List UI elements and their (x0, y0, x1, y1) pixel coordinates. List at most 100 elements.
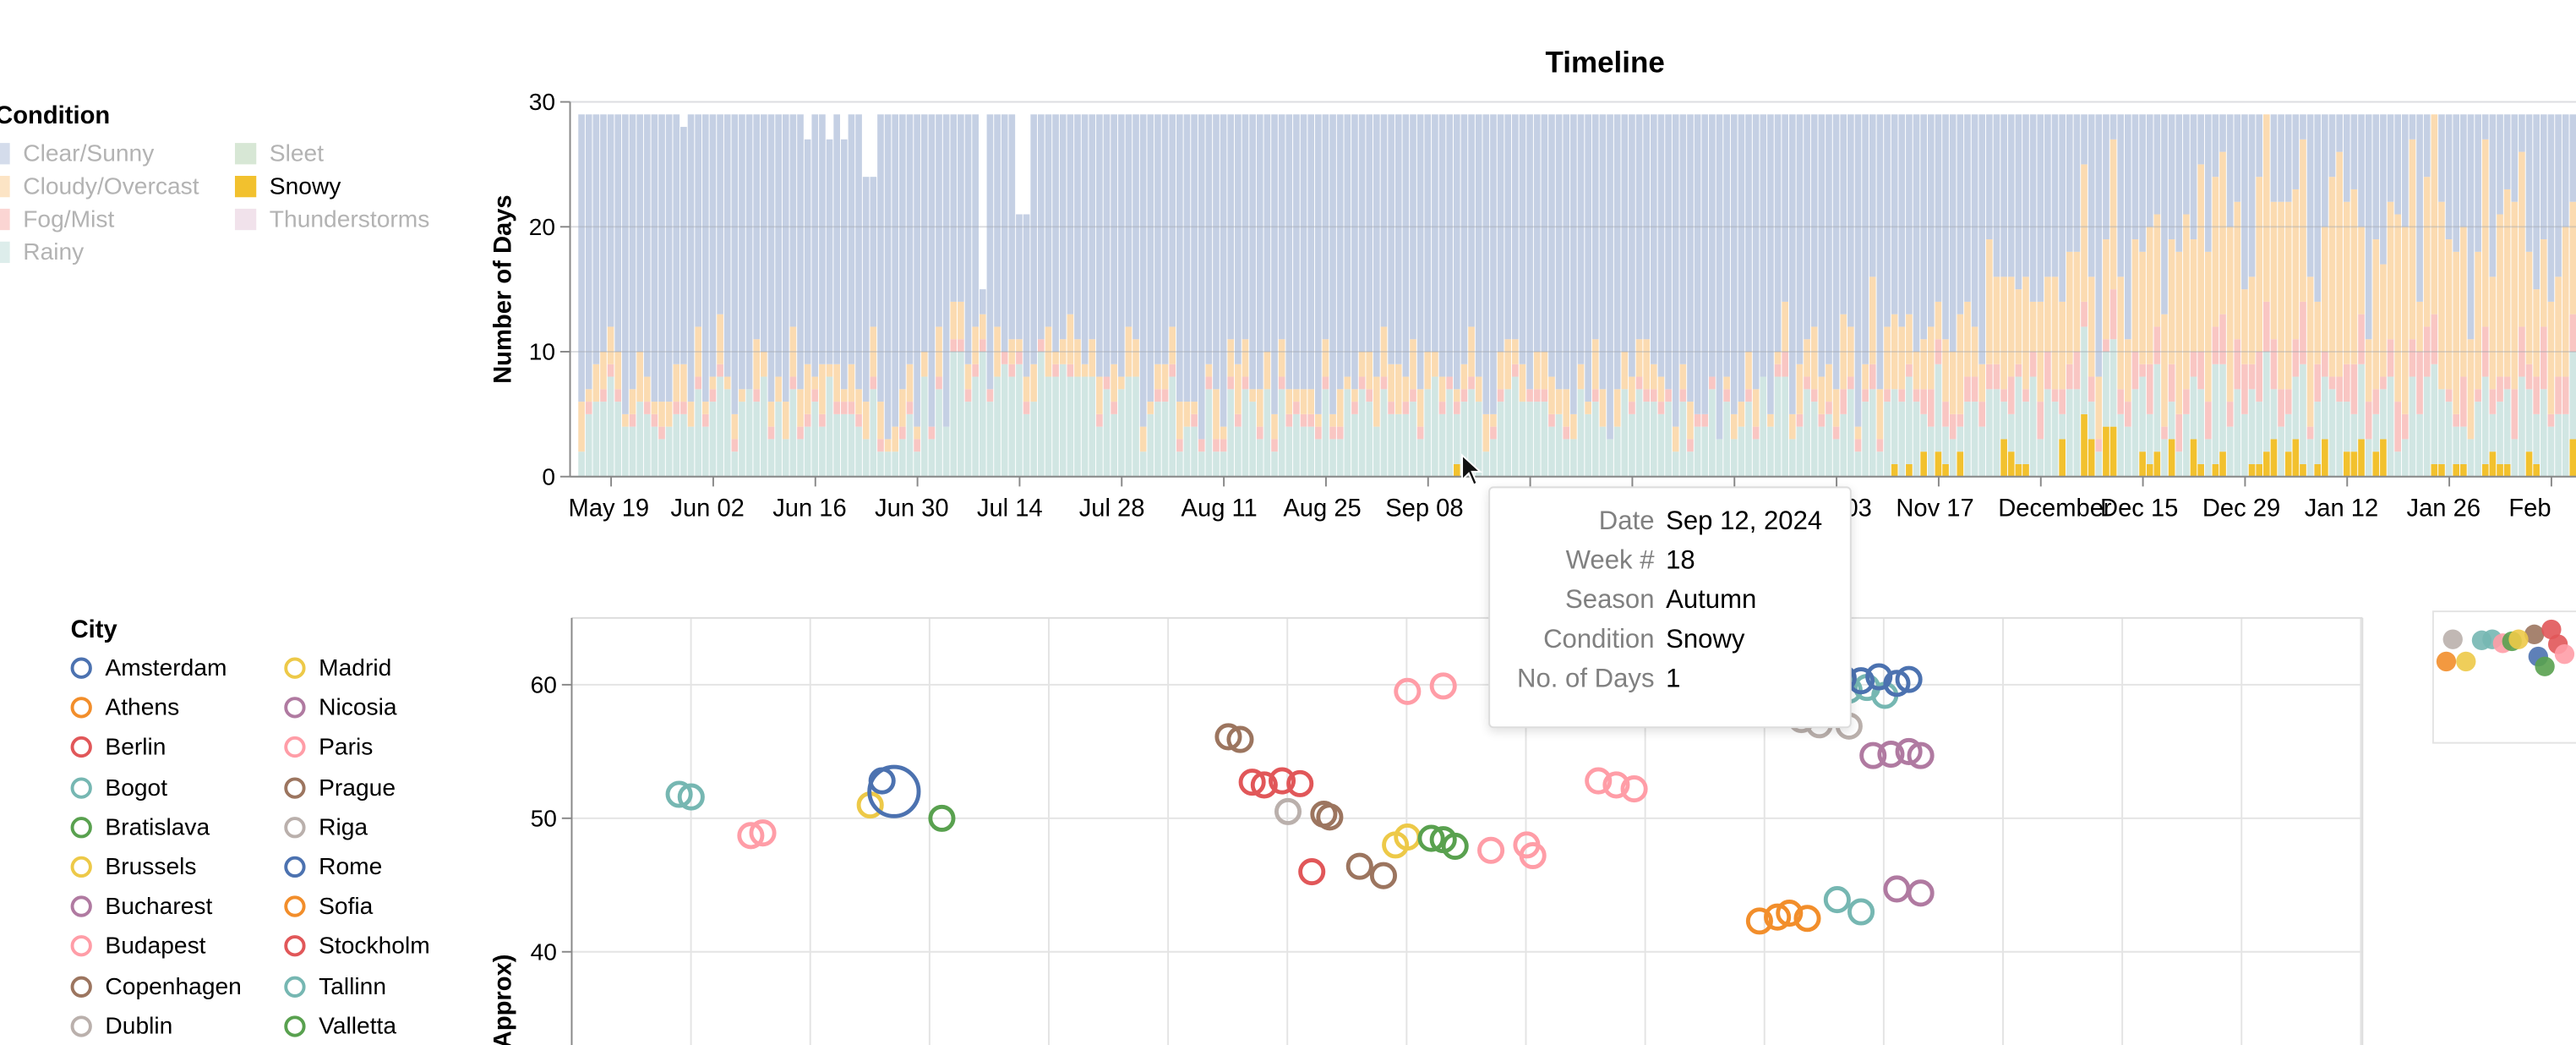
timeline-bar-clear[interactable] (877, 114, 884, 402)
timeline-bar-rainy[interactable] (1971, 402, 1978, 477)
timeline-bar-clear[interactable] (2423, 114, 2431, 178)
timeline-bar-rainy[interactable] (1329, 439, 1336, 477)
timeline-bar-fog[interactable] (2226, 402, 2234, 427)
timeline-bar-cloudy[interactable] (1373, 376, 1380, 427)
timeline-bar-clear[interactable] (914, 114, 920, 427)
timeline-bar-cloudy[interactable] (1388, 364, 1394, 402)
timeline-bar-clear[interactable] (1927, 114, 1935, 327)
timeline-bar-cloudy[interactable] (862, 402, 870, 440)
timeline-bar-rainy[interactable] (928, 439, 936, 477)
timeline-bar-rainy[interactable] (1227, 389, 1235, 477)
timeline-bar-cloudy[interactable] (1672, 426, 1679, 452)
timeline-bar-cloudy[interactable] (629, 389, 636, 414)
timeline-bar-rainy[interactable] (1679, 402, 1687, 477)
timeline-bar-fog[interactable] (1220, 439, 1227, 452)
timeline-bar-rainy[interactable] (701, 426, 709, 477)
timeline-bar-clear[interactable] (1577, 114, 1585, 364)
scatter-point[interactable] (1268, 767, 1296, 795)
timeline-bar-clear[interactable] (1016, 214, 1023, 340)
timeline-bar-clear[interactable] (2284, 114, 2292, 202)
timeline-bar-clear[interactable] (731, 114, 739, 414)
timeline-bar-clear[interactable] (1198, 114, 1205, 440)
timeline-bar-rainy[interactable] (1394, 413, 1402, 477)
timeline-bar-rainy[interactable] (2051, 402, 2059, 477)
timeline-bar-rainy[interactable] (614, 402, 622, 477)
timeline-bar-fog[interactable] (1679, 389, 1687, 402)
timeline-bar-fog[interactable] (906, 402, 914, 414)
timeline-bar-fog[interactable] (2015, 364, 2022, 377)
scatter-point[interactable] (1585, 767, 1613, 795)
timeline-bar-fog[interactable] (1358, 376, 1366, 390)
timeline-bar-clear[interactable] (2387, 114, 2394, 202)
timeline-bar-clear[interactable] (775, 114, 782, 377)
timeline-bar-fog[interactable] (2168, 364, 2175, 402)
timeline-bar-rainy[interactable] (2453, 426, 2460, 464)
timeline-bar-cloudy[interactable] (2453, 251, 2460, 414)
timeline-bar-clear[interactable] (1716, 114, 1723, 440)
timeline-bar-clear[interactable] (2292, 114, 2300, 189)
timeline-bar-fog[interactable] (914, 439, 920, 452)
timeline-bar-fog[interactable] (2431, 314, 2438, 364)
timeline-bar-rainy[interactable] (2416, 413, 2423, 477)
timeline-bar-fog[interactable] (2409, 339, 2416, 377)
timeline-bar-cloudy[interactable] (2445, 239, 2453, 390)
timeline-bar-rainy[interactable] (1388, 413, 1394, 477)
timeline-bar-snowy[interactable] (2256, 463, 2263, 477)
timeline-bar-clear[interactable] (1745, 114, 1752, 352)
timeline-bar-cloudy[interactable] (2409, 139, 2416, 340)
timeline-bar-rainy[interactable] (1752, 439, 1760, 477)
timeline-bar-rainy[interactable] (1607, 439, 1613, 477)
timeline-bar-clear[interactable] (1621, 114, 1629, 352)
timeline-bar-rainy[interactable] (1927, 426, 1935, 477)
timeline-bar-clear[interactable] (2241, 114, 2248, 290)
timeline-bar-rainy[interactable] (1205, 389, 1213, 477)
timeline-bar-fog[interactable] (753, 389, 761, 402)
timeline-bar-clear[interactable] (1169, 114, 1176, 327)
timeline-bar-cloudy[interactable] (709, 376, 717, 390)
timeline-bar-clear[interactable] (2401, 114, 2409, 227)
timeline-bar-clear[interactable] (1701, 114, 1709, 414)
timeline-bar-rainy[interactable] (1862, 402, 1869, 477)
timeline-bar-fog[interactable] (1096, 413, 1103, 427)
timeline-bar-fog[interactable] (2103, 339, 2109, 352)
timeline-bar-clear[interactable] (840, 139, 848, 390)
timeline-bar-fog[interactable] (2153, 326, 2161, 364)
timeline-bar-rainy[interactable] (1672, 451, 1679, 477)
timeline-bar-rainy[interactable] (1504, 389, 1512, 477)
timeline-bar-cloudy[interactable] (1906, 314, 1913, 364)
timeline-bar-clear[interactable] (1942, 114, 1949, 340)
timeline-bar-fog[interactable] (2139, 364, 2146, 377)
timeline-bar-clear[interactable] (1512, 114, 1519, 340)
timeline-bar-cloudy[interactable] (1591, 339, 1599, 390)
timeline-bar-cloudy[interactable] (1220, 426, 1227, 440)
timeline-bar-rainy[interactable] (1745, 402, 1752, 477)
timeline-bar-fog[interactable] (1198, 439, 1205, 452)
timeline-bar-cloudy[interactable] (1788, 413, 1796, 440)
timeline-bar-cloudy[interactable] (819, 364, 826, 414)
timeline-bar-cloudy[interactable] (1876, 389, 1884, 440)
timeline-bar-snowy[interactable] (2248, 463, 2256, 477)
timeline-bar-rainy[interactable] (1438, 413, 1446, 477)
timeline-bar-cloudy[interactable] (972, 326, 979, 364)
timeline-bar-clear[interactable] (2131, 114, 2139, 240)
timeline-bar-fog[interactable] (1526, 389, 1533, 402)
timeline-bar-cloudy[interactable] (1745, 351, 1752, 390)
city-legend-item[interactable]: Tallinn (284, 974, 386, 1000)
timeline-bar-rainy[interactable] (950, 351, 958, 477)
timeline-bar-cloudy[interactable] (2358, 227, 2365, 315)
timeline-bar-clear[interactable] (1555, 114, 1563, 390)
timeline-bar-rainy[interactable] (1993, 389, 2000, 477)
timeline-bar-fog[interactable] (731, 439, 739, 452)
timeline-bar-rainy[interactable] (1139, 451, 1147, 477)
timeline-bar-clear[interactable] (578, 114, 585, 402)
timeline-bar-cloudy[interactable] (731, 413, 739, 440)
timeline-bar-clear[interactable] (2562, 114, 2569, 227)
timeline-bar-rainy[interactable] (1723, 402, 1730, 477)
timeline-bar-cloudy[interactable] (1460, 364, 1468, 390)
timeline-bar-fog[interactable] (1402, 402, 1410, 414)
timeline-bar-fog[interactable] (1176, 439, 1183, 452)
timeline-bar-rainy[interactable] (2226, 426, 2234, 477)
timeline-bar-rainy[interactable] (1074, 376, 1081, 477)
scatter-point[interactable] (1907, 879, 1935, 907)
timeline-bar-rainy[interactable] (2015, 376, 2022, 464)
